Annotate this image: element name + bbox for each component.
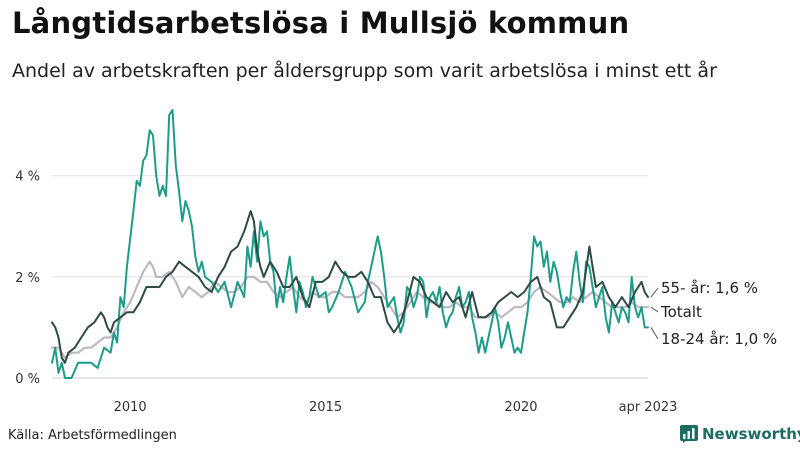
end-label: Totalt — [660, 303, 702, 321]
end-label-connector — [650, 306, 659, 313]
end-label: 55- år: 1,6 % — [661, 279, 758, 297]
chart-title: Långtidsarbetslösa i Mullsjö kommun — [12, 6, 630, 40]
source-note: Källa: Arbetsförmedlingen — [8, 428, 177, 443]
x-tick-label: apr 2023 — [619, 400, 678, 415]
x-tick-label: 2015 — [309, 400, 342, 415]
end-label-connector — [650, 327, 659, 340]
y-tick-label: 4 % — [15, 170, 40, 185]
end-label: 18-24 år: 1,0 % — [661, 330, 777, 348]
series-line-senior — [51, 210, 649, 364]
series-line-youth — [51, 109, 649, 379]
chart-subtitle: Andel av arbetskraften per åldersgrupp s… — [12, 60, 717, 82]
brand-name: Newsworthy — [702, 425, 800, 443]
y-tick-label: 0 % — [15, 372, 40, 387]
x-tick-label: 2020 — [504, 400, 537, 415]
chart-logo-icon — [680, 425, 698, 443]
x-tick-label: 2010 — [114, 400, 147, 415]
y-tick-label: 2 % — [15, 271, 40, 286]
brand-logo[interactable]: Newsworthy — [680, 425, 800, 443]
end-label-connector — [650, 287, 659, 298]
series-line-total — [50, 260, 650, 359]
